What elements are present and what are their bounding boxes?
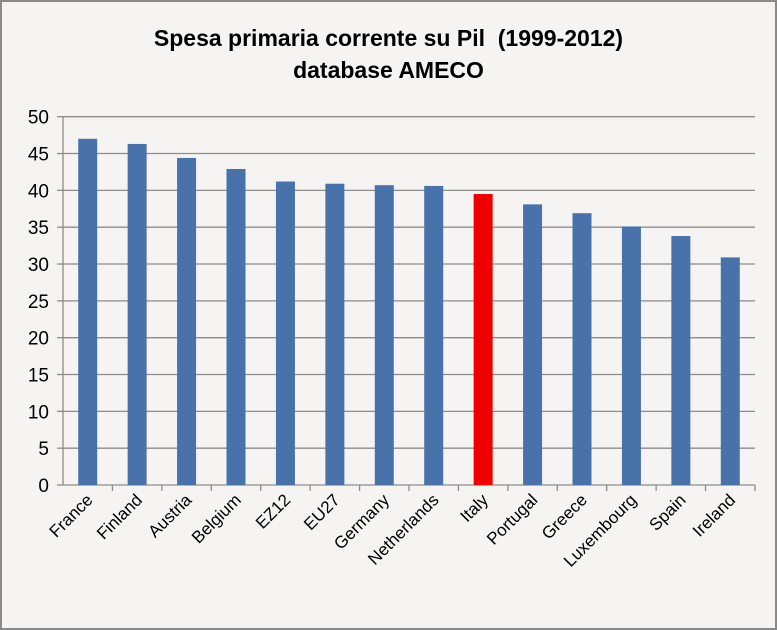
bar-austria [177, 157, 197, 486]
y-tick-label: 50 [28, 108, 49, 129]
y-tick-label: 25 [28, 292, 49, 313]
bar-ireland [720, 257, 740, 485]
bar-france [78, 138, 98, 485]
chart-subtitle: database AMECO [293, 57, 484, 83]
x-tick-label: Italy [456, 490, 492, 526]
x-tick-label: Spain [646, 490, 690, 534]
y-tick-label: 10 [28, 402, 49, 423]
bar-spain [671, 236, 691, 485]
x-tick-label: Ireland [689, 490, 739, 540]
y-tick-label: 35 [28, 218, 49, 239]
bar-portugal [523, 204, 543, 485]
bar-italy [473, 194, 493, 485]
x-tick-label: Portugal [483, 490, 541, 548]
chart-title: Spesa primaria corrente su Pil (1999-201… [153, 25, 624, 51]
bar-germany [374, 185, 394, 485]
x-tick-label: France [46, 490, 97, 541]
y-tick-label: 45 [28, 145, 49, 166]
x-tick-label: EU27 [300, 490, 344, 534]
y-tick-label: 20 [28, 329, 49, 350]
bar-belgium [226, 168, 246, 485]
bar-ez12 [275, 181, 295, 485]
y-tick-label: 15 [28, 366, 49, 387]
y-tick-label: 40 [28, 181, 49, 202]
chart-title-block: Spesa primaria corrente su Pil (1999-201… [0, 22, 777, 86]
bar-luxembourg [621, 226, 641, 485]
bar-netherlands [424, 185, 444, 485]
x-tick-label: Belgium [188, 490, 245, 547]
y-tick-label: 30 [28, 255, 49, 276]
bar-greece [572, 213, 592, 486]
x-tick-label: EZ12 [252, 490, 294, 532]
bar-finland [127, 143, 147, 485]
x-tick-label: Finland [93, 490, 146, 543]
y-tick-label: 0 [38, 476, 49, 497]
y-tick-label: 5 [38, 439, 49, 460]
bar-eu27 [325, 183, 345, 486]
